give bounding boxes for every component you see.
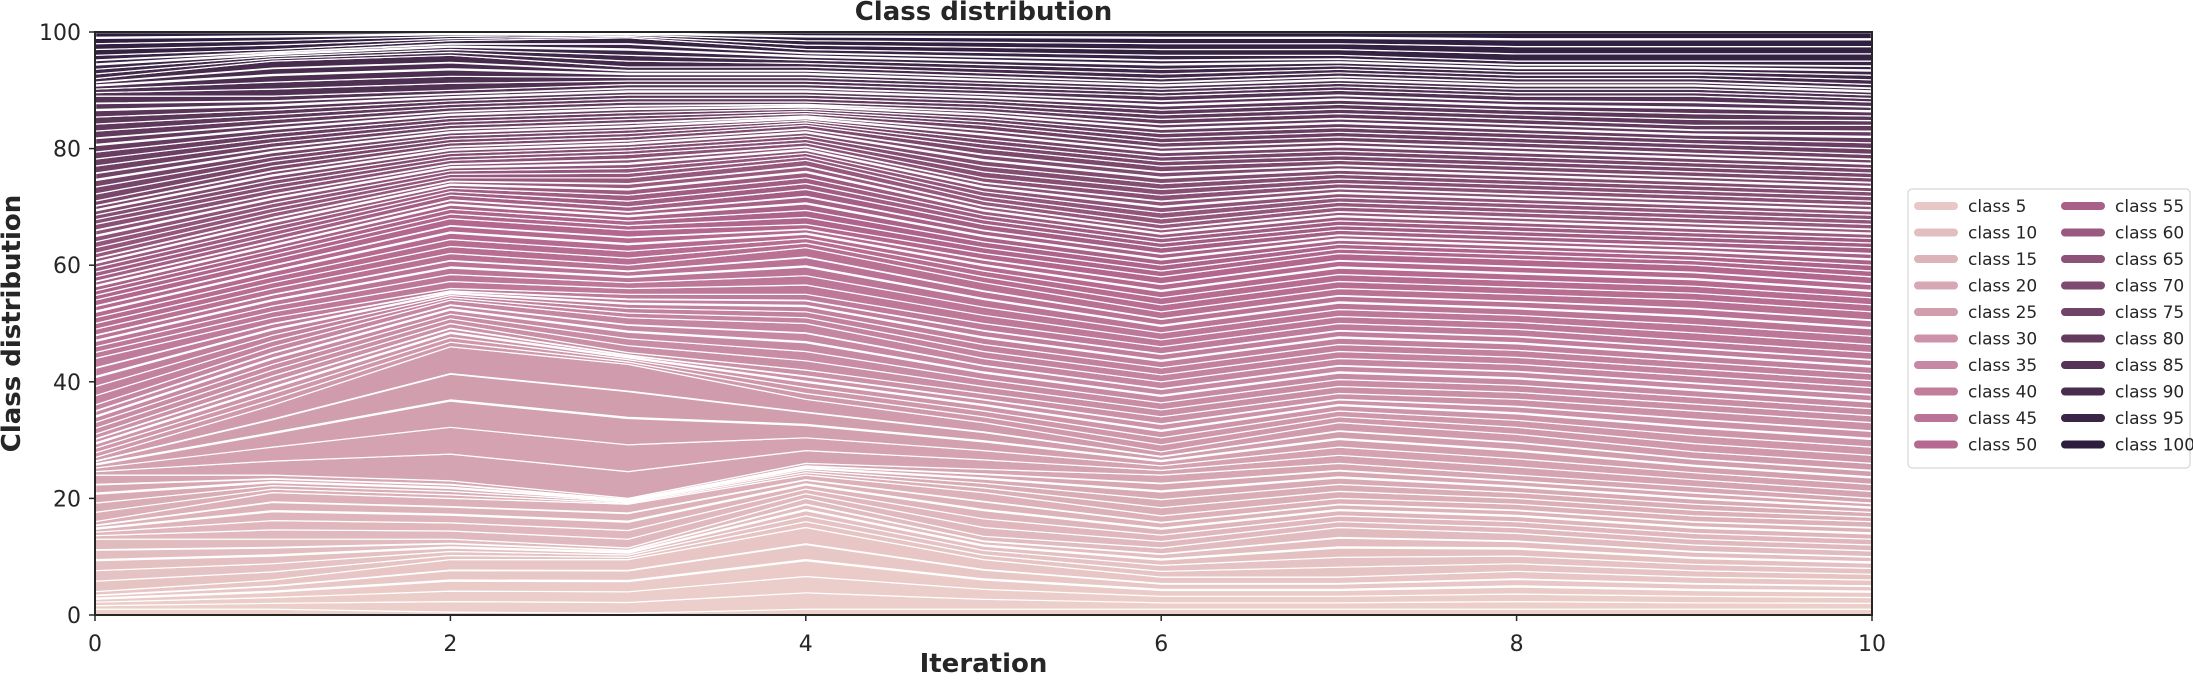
legend-label: class 95 xyxy=(2115,409,2184,429)
x-tick-label: 6 xyxy=(1154,632,1168,657)
x-tick-label: 4 xyxy=(799,632,813,657)
plot-frame xyxy=(94,31,1873,616)
legend-label: class 45 xyxy=(1968,409,2037,429)
x-tick-label: 2 xyxy=(443,632,457,657)
legend-label: class 30 xyxy=(1968,330,2037,350)
y-tick-label: 0 xyxy=(67,604,81,629)
stacked-areas xyxy=(93,30,1874,616)
x-tick-label: 8 xyxy=(1510,632,1524,657)
chart-title: Class distribution xyxy=(855,0,1113,27)
y-axis-label: Class distribution xyxy=(0,195,27,453)
legend-label: class 90 xyxy=(2115,383,2184,403)
legend-label: class 100 xyxy=(2115,436,2193,456)
y-tick-label: 40 xyxy=(53,371,81,396)
legend-label: class 70 xyxy=(2115,277,2184,297)
legend-label: class 65 xyxy=(2115,250,2184,270)
x-axis-label: Iteration xyxy=(920,649,1048,679)
legend-label: class 50 xyxy=(1968,436,2037,456)
legend-label: class 35 xyxy=(1968,356,2037,376)
legend-frame xyxy=(1907,188,2191,469)
x-tick-label: 10 xyxy=(1858,632,1886,657)
legend-label: class 75 xyxy=(2115,303,2184,323)
y-axis-ticks: 0 20 40 60 80 100 xyxy=(39,21,95,629)
x-tick-label: 0 xyxy=(88,632,102,657)
legend-label: class 15 xyxy=(1968,250,2037,270)
legend-label: class 40 xyxy=(1968,383,2037,403)
legend-label: class 55 xyxy=(2115,197,2184,217)
x-axis-ticks: 0 2 4 6 8 10 xyxy=(88,615,1886,657)
y-tick-label: 60 xyxy=(53,254,81,279)
legend-label: class 20 xyxy=(1968,277,2037,297)
y-tick-label: 80 xyxy=(53,138,81,163)
legend-label: class 10 xyxy=(1968,224,2037,244)
legend-label: class 85 xyxy=(2115,356,2184,376)
y-tick-label: 20 xyxy=(53,487,81,512)
legend: class 5 class 10 class 15 class 20 class 25 c… xyxy=(1907,188,2193,469)
legend-label: class 80 xyxy=(2115,330,2184,350)
y-tick-label: 100 xyxy=(39,21,81,46)
legend-label: class 25 xyxy=(1968,303,2037,323)
legend-label: class 5 xyxy=(1968,197,2026,217)
legend-label: class 60 xyxy=(2115,224,2184,244)
